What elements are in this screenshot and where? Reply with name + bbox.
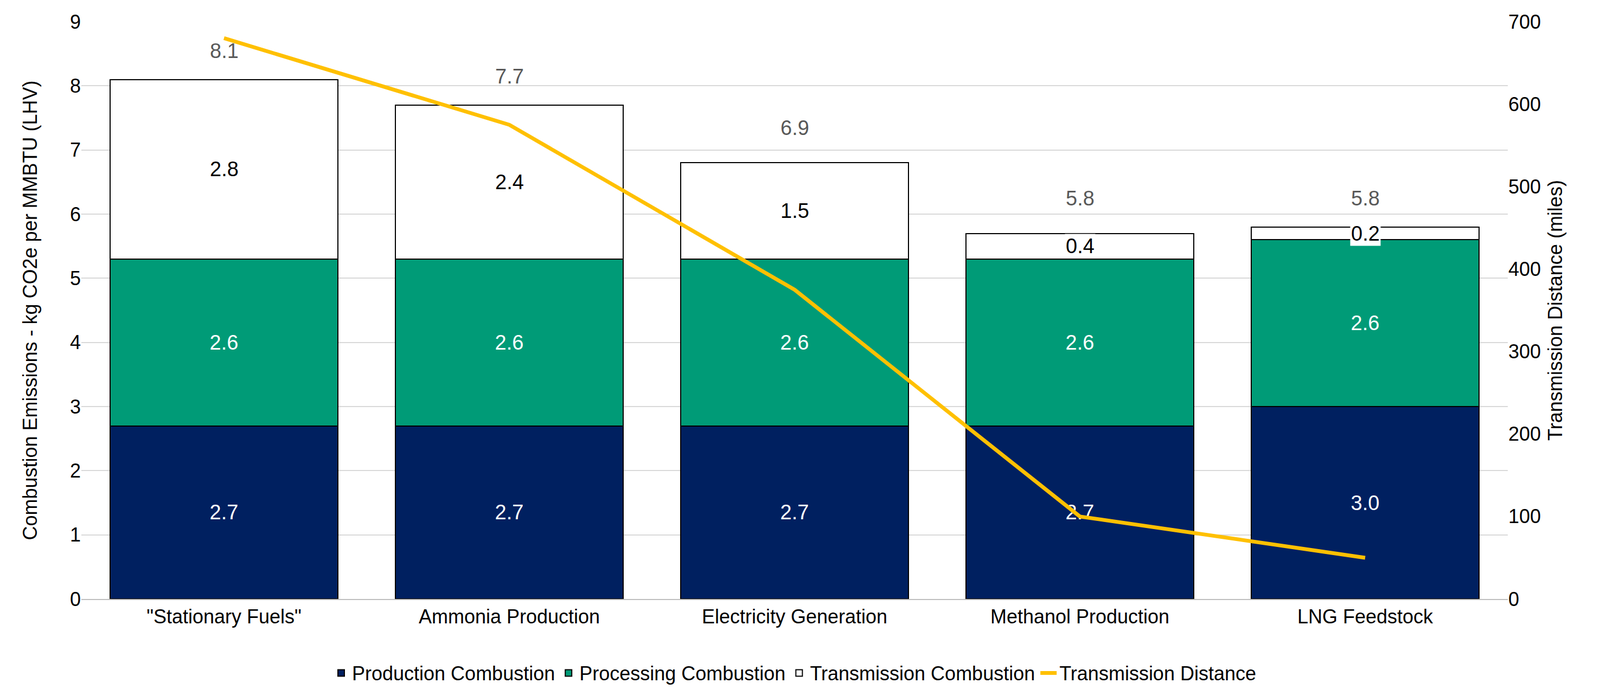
- svg-text:2.6: 2.6: [1351, 311, 1380, 335]
- svg-text:200: 200: [1508, 423, 1541, 446]
- svg-text:Transmission Distance: Transmission Distance: [1059, 662, 1257, 686]
- svg-text:2.6: 2.6: [495, 331, 524, 355]
- svg-text:2.7: 2.7: [780, 501, 810, 524]
- svg-text:8: 8: [69, 74, 81, 98]
- svg-text:5: 5: [69, 267, 81, 290]
- svg-text:4: 4: [69, 331, 81, 354]
- svg-text:Processing Combustion: Processing Combustion: [579, 662, 786, 686]
- svg-text:6.9: 6.9: [780, 116, 810, 140]
- svg-text:0: 0: [69, 588, 81, 611]
- svg-text:3.0: 3.0: [1351, 491, 1380, 515]
- svg-text:7.7: 7.7: [495, 65, 524, 88]
- svg-text:0.2: 0.2: [1351, 222, 1380, 246]
- svg-text:2.7: 2.7: [495, 501, 524, 524]
- svg-text:9: 9: [69, 10, 81, 34]
- svg-text:2.6: 2.6: [780, 331, 810, 355]
- svg-text:2.8: 2.8: [209, 157, 239, 181]
- svg-text:700: 700: [1508, 10, 1541, 34]
- svg-text:3: 3: [69, 395, 81, 419]
- svg-text:1: 1: [69, 523, 81, 547]
- svg-text:100: 100: [1508, 505, 1541, 528]
- svg-text:2.7: 2.7: [209, 501, 239, 524]
- svg-text:LNG Feedstock: LNG Feedstock: [1297, 605, 1434, 629]
- svg-text:8.1: 8.1: [209, 39, 239, 63]
- svg-text:6: 6: [69, 203, 81, 226]
- svg-text:Combustion Emissions - kg CO2e: Combustion Emissions - kg CO2e per MMBTU…: [18, 80, 42, 541]
- svg-text:1.5: 1.5: [780, 199, 810, 223]
- svg-text:0.4: 0.4: [1065, 234, 1095, 258]
- svg-text:0: 0: [1508, 588, 1520, 611]
- svg-text:300: 300: [1508, 340, 1541, 363]
- svg-text:7: 7: [69, 138, 81, 162]
- svg-text:400: 400: [1508, 258, 1541, 281]
- svg-text:2.6: 2.6: [209, 331, 239, 355]
- svg-text:Transmission Combustion: Transmission Combustion: [809, 662, 1035, 686]
- svg-text:5.8: 5.8: [1351, 187, 1380, 210]
- svg-text:Ammonia Production: Ammonia Production: [418, 605, 600, 629]
- svg-text:2: 2: [69, 459, 81, 483]
- svg-text:Electricity Generation: Electricity Generation: [701, 605, 888, 629]
- svg-text:Methanol Production: Methanol Production: [990, 605, 1170, 629]
- svg-text:500: 500: [1508, 175, 1541, 198]
- svg-text:2.6: 2.6: [1065, 331, 1095, 355]
- svg-text:2.7: 2.7: [1065, 501, 1095, 524]
- svg-text:Production Combustion: Production Combustion: [352, 662, 555, 686]
- svg-text:"Stationary Fuels": "Stationary Fuels": [146, 605, 302, 629]
- svg-text:5.8: 5.8: [1065, 187, 1095, 210]
- svg-text:600: 600: [1508, 93, 1541, 116]
- svg-text:2.4: 2.4: [495, 170, 524, 194]
- svg-text:Transmission Distance (miles): Transmission Distance (miles): [1544, 180, 1567, 441]
